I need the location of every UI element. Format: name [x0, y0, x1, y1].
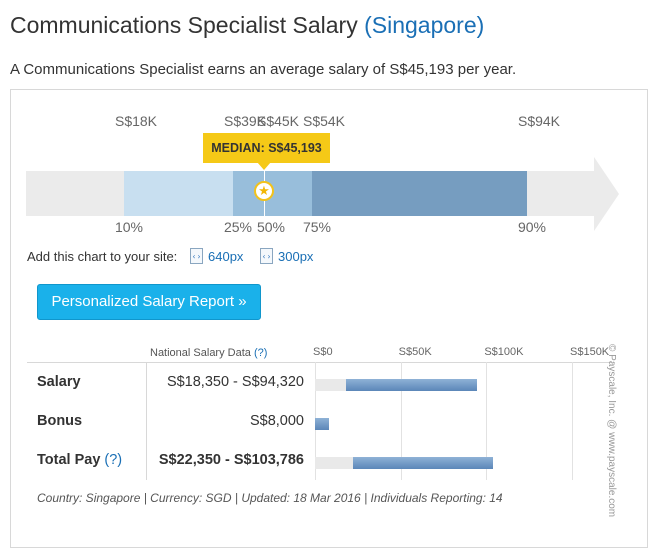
band-50-90 [312, 171, 527, 216]
range-track [315, 457, 354, 469]
help-link[interactable]: (?) [253, 347, 268, 359]
percentile-label: 10% [114, 219, 144, 235]
percentile-label: 75% [302, 219, 332, 235]
embed-300-link[interactable]: 300px [278, 249, 314, 264]
data-footer: Country: Singapore | Currency: SGD | Upd… [37, 491, 503, 505]
row-value: S$22,350 - S$103,786 [158, 452, 304, 468]
row-value: S$18,350 - S$94,320 [166, 374, 304, 390]
scale-tick-label: S$50K [398, 346, 432, 358]
scale-tick-label: S$150K [570, 346, 610, 358]
percentile-value-label: S$54K [302, 113, 346, 129]
row-value: S$8,000 [249, 413, 304, 429]
location-link[interactable]: (Singapore) [364, 12, 485, 38]
help-link[interactable]: (?) [100, 452, 123, 468]
band-10-25 [124, 171, 233, 216]
row-label: Total Pay (?) [37, 452, 123, 468]
national-data-label: National Salary Data [150, 347, 251, 359]
range-bar [315, 418, 329, 430]
range-bar [353, 457, 493, 469]
table-divider [27, 362, 615, 363]
salary-summary: A Communications Specialist earns an ave… [10, 61, 517, 78]
embed-code-icon[interactable]: ‹› [190, 248, 203, 264]
copyright-watermark: © Payscale, Inc. @ www.payscale.com [606, 344, 617, 518]
scale-gridline [400, 362, 402, 480]
job-title: Communications Specialist Salary [10, 12, 358, 38]
percentile-value-label: S$94K [517, 113, 561, 129]
range-arrow-head [594, 157, 619, 231]
scale-gridline [486, 362, 488, 480]
percentile-label: 90% [517, 219, 547, 235]
scale-tick-label: S$0 [313, 346, 333, 358]
row-label: Salary [37, 374, 81, 390]
add-chart-label: Add this chart to your site: [27, 249, 178, 264]
percentile-value-label: S$45K [256, 113, 300, 129]
star-icon: ★ [254, 181, 274, 201]
percentile-label: 25% [223, 219, 253, 235]
row-label: Bonus [37, 413, 83, 429]
percentile-label: 50% [256, 219, 286, 235]
personalized-report-button[interactable]: Personalized Salary Report » [37, 284, 261, 320]
embed-640-link[interactable]: 640px [208, 249, 244, 264]
salary-card [10, 89, 648, 548]
range-track [315, 379, 347, 391]
page-title: Communications Specialist Salary (Singap… [10, 12, 484, 39]
embed-code-icon[interactable]: ‹› [260, 248, 273, 264]
range-bar [346, 379, 477, 391]
national-data-header: National Salary Data (?) [150, 347, 267, 359]
scale-tick-label: S$100K [484, 346, 524, 358]
scale-gridline [572, 362, 573, 480]
median-pointer [257, 162, 271, 170]
median-badge: MEDIAN: S$45,193 [203, 133, 330, 163]
column-divider [146, 362, 147, 480]
percentile-value-label: S$39K [223, 113, 267, 129]
percentile-value-label: S$18K [114, 113, 158, 129]
